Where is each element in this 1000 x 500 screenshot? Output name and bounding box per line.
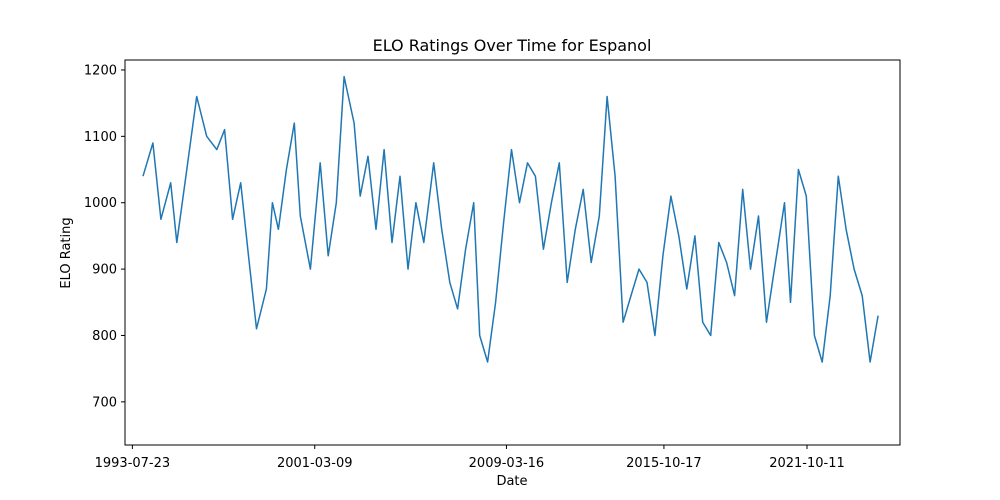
chart-title: ELO Ratings Over Time for Espanol (373, 36, 652, 55)
y-tick-label: 900 (92, 263, 117, 278)
y-tick-label: 1200 (84, 63, 117, 78)
y-axis-label: ELO Rating (59, 217, 74, 288)
plot-frame (124, 59, 901, 446)
x-tick-label: 1993-07-23 (95, 456, 171, 471)
y-tick-label: 1100 (84, 130, 117, 145)
y-axis: 700 800 900 1000 1100 1200 (84, 63, 125, 410)
x-tick-label: 2015-10-17 (626, 456, 702, 471)
x-tick-label: 2001-03-09 (277, 456, 353, 471)
x-axis: 1993-07-23 2001-03-09 2009-03-16 2015-10-17… (95, 445, 845, 471)
y-tick-label: 800 (92, 329, 117, 344)
series-line-0 (142, 75, 879, 363)
x-axis-label: Date (496, 474, 527, 489)
x-tick-label: 2009-03-16 (469, 456, 545, 471)
y-tick-label: 1000 (84, 196, 117, 211)
series-layer (142, 75, 879, 363)
y-tick-label: 700 (92, 395, 117, 410)
x-tick-label: 2021-10-11 (769, 456, 845, 471)
